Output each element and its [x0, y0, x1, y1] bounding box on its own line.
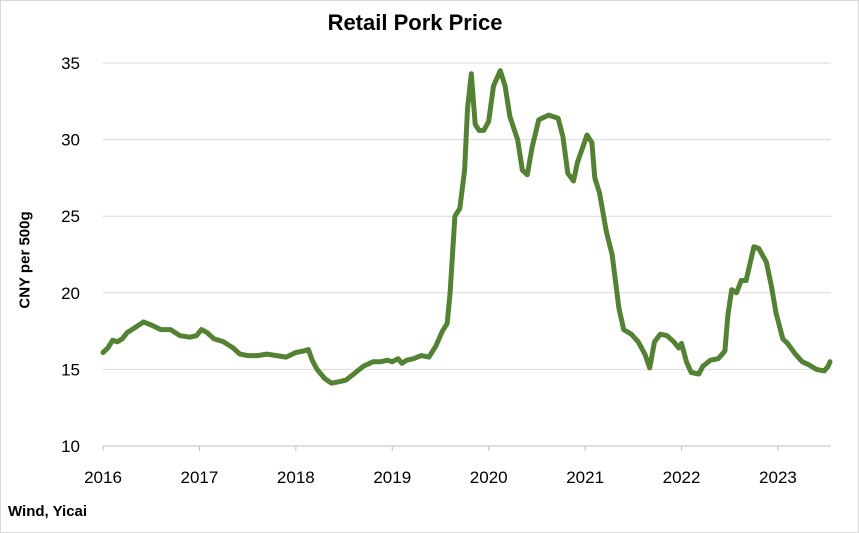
x-tick-label-2020: 2020 [470, 468, 508, 487]
chart-title: Retail Pork Price [327, 10, 503, 35]
source-note: Wind, Yicai [8, 503, 88, 520]
x-tick-label-2016: 2016 [84, 468, 122, 487]
y-tick-label-35: 35 [61, 54, 80, 73]
x-tick-label-2022: 2022 [663, 468, 701, 487]
y-tick-label-30: 30 [61, 131, 80, 150]
y-tick-label-20: 20 [61, 284, 80, 303]
x-tick-label-2018: 2018 [277, 468, 315, 487]
x-tick-labels: 2016 2017 2018 2019 2020 2021 2022 2023 [84, 468, 797, 487]
series-line-0 [100, 68, 833, 386]
y-tick-label-15: 15 [61, 360, 80, 379]
x-axis [102, 445, 831, 451]
y-tick-label-25: 25 [61, 207, 80, 226]
x-tick-label-2019: 2019 [373, 468, 411, 487]
x-tick-label-2021: 2021 [566, 468, 604, 487]
series-layer [100, 68, 833, 386]
x-tick-label-2017: 2017 [181, 468, 219, 487]
y-tick-label-10: 10 [61, 437, 80, 456]
y-tick-labels: 10 15 20 25 30 35 [61, 54, 80, 456]
x-tick-label-2023: 2023 [759, 468, 797, 487]
